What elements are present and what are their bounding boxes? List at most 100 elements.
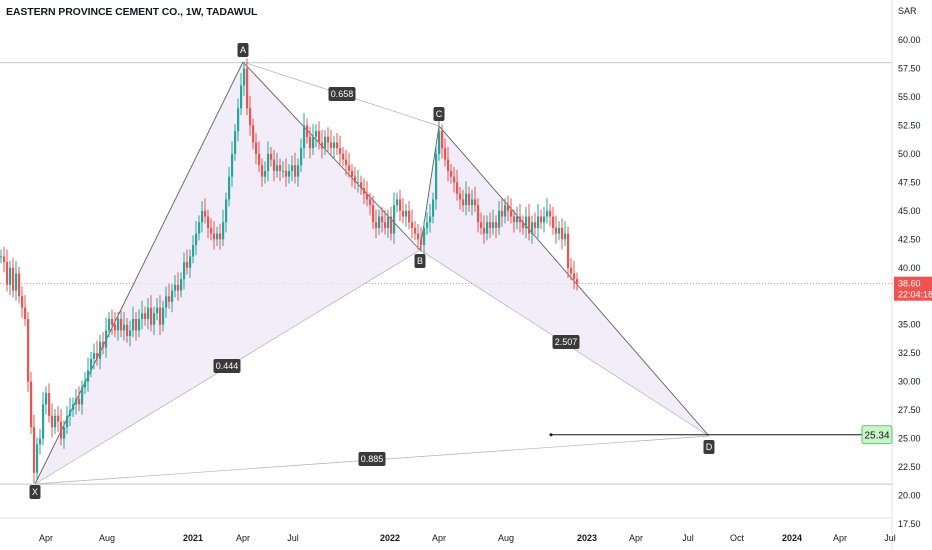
candle-body — [483, 227, 486, 234]
candle-body — [372, 205, 375, 223]
ratio-label: 0.444 — [216, 361, 239, 371]
candle-body — [126, 324, 129, 337]
candle-body — [393, 205, 396, 234]
candle-body — [114, 324, 117, 331]
candle-body — [384, 222, 387, 228]
candle-body — [366, 193, 369, 200]
candle-body — [51, 415, 54, 428]
y-tick-label: 45.00 — [898, 206, 921, 216]
x-tick-label: Apr — [629, 533, 643, 543]
candle-body — [507, 205, 510, 211]
candle-body — [555, 227, 558, 234]
candle-body — [0, 256, 3, 258]
candle-body — [528, 216, 531, 234]
candle-body — [216, 233, 219, 240]
candle-body — [288, 170, 291, 177]
candle-body — [519, 216, 522, 223]
candle-body — [213, 233, 216, 240]
candle-body — [183, 262, 186, 280]
y-tick-label: 50.00 — [898, 149, 921, 159]
candle-body — [348, 165, 351, 171]
candle-body — [177, 284, 180, 291]
candle-body — [387, 216, 390, 228]
candle-body — [63, 427, 66, 439]
candle-body — [210, 227, 213, 234]
candle-body — [333, 142, 336, 149]
x-tick-label: Apr — [236, 533, 250, 543]
x-tick-label: 2024 — [782, 533, 802, 543]
point-label-c-bg — [433, 107, 445, 121]
candle-body — [219, 233, 222, 240]
candle-body — [552, 216, 555, 228]
candle-body — [222, 222, 225, 240]
candle-body — [279, 165, 282, 171]
x-tick-label: Apr — [833, 533, 847, 543]
target-line-anchor — [549, 433, 553, 437]
candle-body — [447, 159, 450, 171]
candle-body — [48, 393, 51, 416]
point-label-a-bg — [237, 43, 249, 57]
candle-body — [354, 176, 357, 183]
point-label-d: D — [706, 442, 713, 452]
candle-body — [567, 233, 570, 268]
candle-body — [99, 341, 102, 359]
y-tick-label: 27.50 — [898, 405, 921, 415]
candle-body — [54, 415, 57, 428]
xab-triangle — [35, 62, 420, 484]
y-tick-label: 52.50 — [898, 120, 921, 130]
candle-body — [252, 125, 255, 143]
candle-body — [153, 313, 156, 325]
candle-body — [72, 404, 75, 411]
candle-body — [75, 398, 78, 405]
candle-body — [207, 216, 210, 228]
candle-body — [573, 273, 576, 280]
candle-body — [468, 193, 471, 206]
candle-body — [429, 216, 432, 223]
candle-body — [300, 148, 303, 166]
candle-body — [258, 153, 261, 166]
candle-body — [471, 199, 474, 206]
ratio-label-bg — [552, 335, 580, 349]
x-tick-label: 2021 — [183, 533, 203, 543]
candle-body — [504, 205, 507, 217]
y-tick-label: 57.50 — [898, 63, 921, 73]
candle-body — [474, 199, 477, 206]
y-tick-label: 35.00 — [898, 320, 921, 330]
candle-body — [144, 313, 147, 320]
candle-body — [390, 216, 393, 234]
candle-body — [378, 216, 381, 228]
point-label-d-bg — [703, 440, 715, 454]
candle-body — [420, 239, 423, 245]
candle-body — [303, 125, 306, 149]
candle-body — [534, 222, 537, 228]
candle-body — [30, 381, 33, 428]
candle-body — [459, 193, 462, 200]
point-label-a: A — [240, 45, 246, 55]
candle-body — [510, 210, 513, 217]
candle-body — [522, 222, 525, 228]
candle-body — [309, 136, 312, 149]
bcd-triangle — [420, 126, 709, 436]
point-label-x-bg — [29, 485, 41, 499]
x-tick-label: Aug — [498, 533, 514, 543]
candle-body — [570, 267, 573, 274]
bar-countdown: 22:04:18 — [898, 290, 932, 300]
candle-body — [327, 136, 330, 143]
candle-body — [168, 296, 171, 302]
candle-body — [525, 216, 528, 228]
chart-title: EASTERN PROVINCE CEMENT CO., 1W, TADAWUL — [6, 6, 258, 18]
last-price-value: 38.60 — [898, 279, 921, 289]
candle-body — [267, 153, 270, 171]
candle-body — [546, 210, 549, 217]
candle-body — [87, 370, 90, 382]
candle-body — [531, 222, 534, 234]
candle-body — [402, 210, 405, 217]
candle-body — [330, 142, 333, 149]
candle-body — [36, 444, 39, 473]
candle-body — [156, 307, 159, 314]
candle-body — [465, 193, 468, 206]
candle-body — [105, 330, 108, 348]
x-tick-label: Apr — [39, 533, 53, 543]
candle-body — [138, 319, 141, 331]
